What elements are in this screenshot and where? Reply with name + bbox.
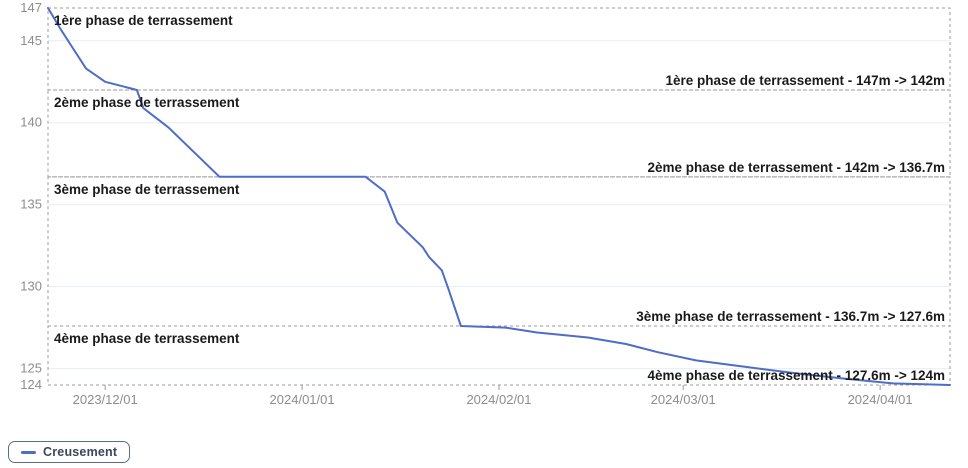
phase-band-range-label-4: 4ème phase de terrassement - 127.6m -> 1… [647, 368, 945, 383]
x-axis-tick-label: 2024/02/01 [466, 392, 531, 407]
phase-band-range-label-1: 1ère phase de terrassement - 147m -> 142… [665, 73, 945, 88]
y-axis-tick-label: 147 [20, 0, 42, 15]
phase-band-3 [47, 176, 951, 327]
y-axis-tick-label: 124 [20, 377, 42, 392]
phase-band-label-2: 2ème phase de terrassement [54, 95, 240, 110]
x-axis-tick-label: 2024/04/01 [848, 392, 913, 407]
y-axis-tick-label: 140 [20, 115, 42, 130]
phase-band-label-3: 3ème phase de terrassement [54, 182, 240, 197]
series-line-creusement [47, 7, 951, 386]
y-axis-tick-label: 130 [20, 279, 42, 294]
x-axis-tick-label: 2023/12/01 [73, 392, 138, 407]
phase-band-label-4: 4ème phase de terrassement [54, 331, 240, 346]
phase-band-range-label-2: 2ème phase de terrassement - 142m -> 136… [647, 160, 945, 175]
legend-line-swatch [21, 450, 36, 454]
y-axis-tick-label: 145 [20, 33, 42, 48]
chart: 1ère phase de terrassement 1ère phase de … [20, 0, 951, 407]
legend: Creusement [8, 441, 131, 463]
x-axis-tick-label: 2024/03/01 [651, 392, 716, 407]
phase-band-range-label-3: 3ème phase de terrassement - 136.7m -> 1… [636, 309, 945, 324]
legend-label: Creusement [43, 445, 118, 459]
phase-band-label-1: 1ère phase de terrassement [54, 13, 233, 28]
legend-item-creusement[interactable]: Creusement [8, 441, 131, 463]
phase-band-2 [47, 89, 951, 178]
y-axis-tick-label: 125 [20, 361, 42, 376]
y-axis-tick-label: 135 [20, 197, 42, 212]
x-axis-tick-label: 2024/01/01 [270, 392, 335, 407]
